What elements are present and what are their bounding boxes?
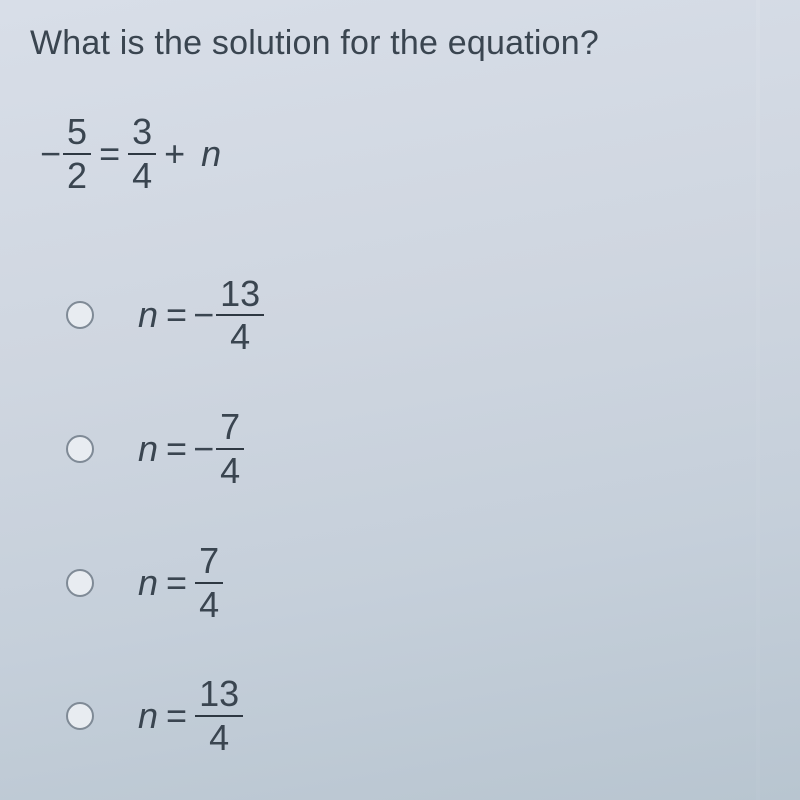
plus-sign: + [156,133,193,175]
lhs-numerator: 5 [63,113,91,151]
lhs-sign: − [40,133,63,175]
option-b-sign: − [193,428,216,470]
option-d-den: 4 [205,719,233,757]
equals-sign: = [91,133,128,175]
equation: − 5 2 = 3 4 + n [40,113,770,195]
option-b[interactable]: n = − 7 4 [66,408,770,490]
option-a-frac: 13 4 [216,275,264,357]
radio-icon[interactable] [66,569,94,597]
option-c-frac: 7 4 [195,542,223,624]
question-card: What is the solution for the equation? −… [30,24,770,757]
option-c-var: n [130,562,160,604]
option-d-body: n = 13 4 [130,675,243,757]
option-b-body: n = − 7 4 [130,408,244,490]
option-a-eq: = [160,294,193,336]
option-a-den: 4 [226,318,254,356]
option-b-den: 4 [216,452,244,490]
option-c-num: 7 [195,542,223,580]
radio-icon[interactable] [66,435,94,463]
option-d-num: 13 [195,675,243,713]
option-d-var: n [130,695,160,737]
radio-icon[interactable] [66,702,94,730]
option-d-eq: = [160,695,193,737]
scanline-artifact [756,0,760,800]
lhs-fraction: 5 2 [63,113,91,195]
option-b-var: n [130,428,160,470]
lhs-denominator: 2 [63,157,91,195]
option-b-frac: 7 4 [216,408,244,490]
option-a-body: n = − 13 4 [130,275,264,357]
rhs-numerator: 3 [128,113,156,151]
option-c-body: n = 7 4 [130,542,223,624]
option-d-frac: 13 4 [195,675,243,757]
option-c-den: 4 [195,586,223,624]
option-b-num: 7 [216,408,244,446]
option-a-num: 13 [216,275,264,313]
option-d[interactable]: n = 13 4 [66,675,770,757]
option-a-sign: − [193,294,216,336]
option-c-eq: = [160,562,193,604]
rhs-fraction: 3 4 [128,113,156,195]
option-c[interactable]: n = 7 4 [66,542,770,624]
rhs-denominator: 4 [128,157,156,195]
option-a-var: n [130,294,160,336]
option-b-eq: = [160,428,193,470]
variable-n: n [193,133,229,175]
options-list: n = − 13 4 n = − 7 4 [66,275,770,757]
radio-icon[interactable] [66,301,94,329]
question-text: What is the solution for the equation? [30,24,770,63]
option-a[interactable]: n = − 13 4 [66,275,770,357]
